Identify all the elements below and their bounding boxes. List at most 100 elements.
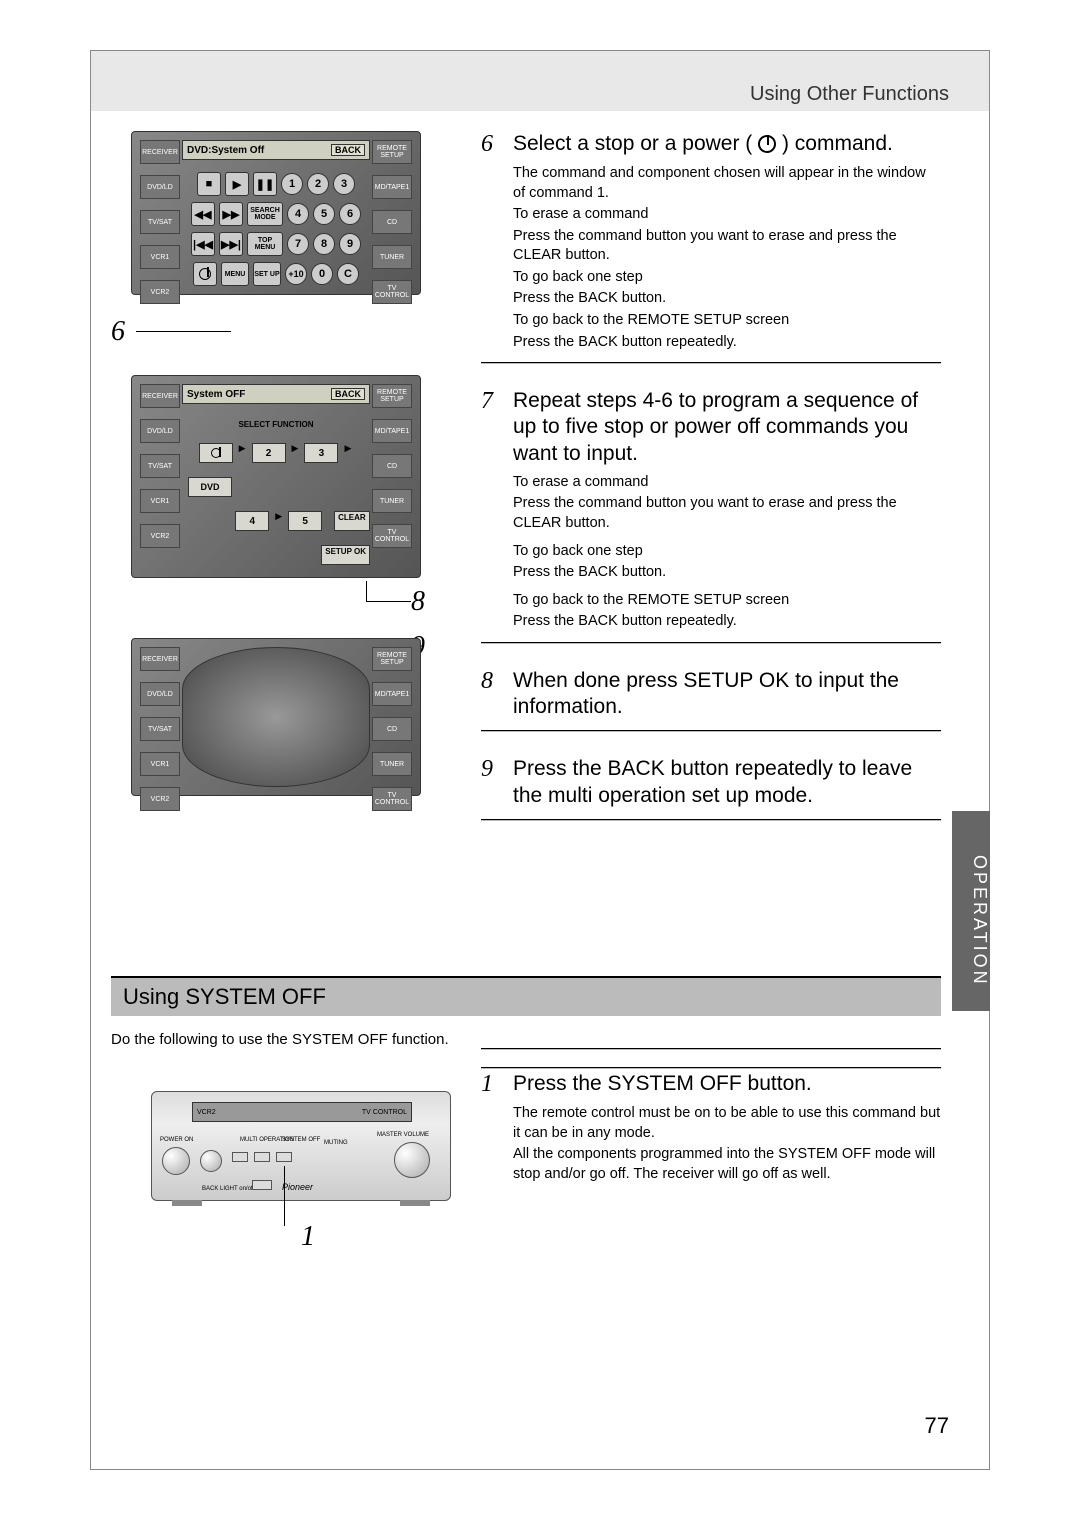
slot-2[interactable]: 2 xyxy=(252,443,286,463)
brand-label: Pioneer xyxy=(282,1182,313,1192)
pause-icon[interactable]: ❚❚ xyxy=(253,172,277,196)
s6-title-b: ) command. xyxy=(782,132,893,155)
s6-b1: To erase a command xyxy=(513,205,941,225)
next-track-icon[interactable]: ▶▶| xyxy=(219,232,243,256)
p2-l3: VCR1 xyxy=(140,489,180,513)
panel2-left-labels: RECEIVER DVD/LD TV/SAT VCR1 VCR2 xyxy=(140,384,180,548)
num-2[interactable]: 2 xyxy=(307,173,329,195)
divider xyxy=(481,730,941,732)
step-9: 9 Press the BACK button repeatedly to le… xyxy=(481,756,941,821)
prev-track-icon[interactable]: |◀◀ xyxy=(191,232,215,256)
clear-button[interactable]: CLEAR xyxy=(334,511,370,531)
play-icon[interactable]: ▶ xyxy=(225,172,249,196)
num-6[interactable]: 6 xyxy=(339,203,361,225)
receiver-buttons xyxy=(232,1152,292,1162)
divider-top xyxy=(481,1048,941,1050)
p2-row-top: ▶ 2▶ 3▶ xyxy=(182,443,370,463)
panel3-right-labels: REMOTE SETUP MD/TAPE1 CD TUNER TV CONTRO… xyxy=(372,647,412,811)
stop-icon[interactable]: ■ xyxy=(197,172,221,196)
small-knob[interactable] xyxy=(200,1150,222,1172)
setup-button[interactable]: SET UP xyxy=(253,262,281,286)
num-0[interactable]: 0 xyxy=(311,263,333,285)
menu-button[interactable]: MENU xyxy=(221,262,249,286)
p3-r0: REMOTE SETUP xyxy=(372,647,412,671)
step-6-title: Select a stop or a power ( ) command. xyxy=(513,131,893,157)
setup-ok-button[interactable]: SETUP OK xyxy=(321,545,370,565)
step-7-body: To erase a command Press the command but… xyxy=(513,473,941,632)
num-9[interactable]: 9 xyxy=(339,233,361,255)
plus-10[interactable]: +10 xyxy=(285,263,307,285)
step-7-title: Repeat steps 4-6 to program a sequence o… xyxy=(513,388,941,467)
p3-r4: TV CONTROL xyxy=(372,787,412,811)
s7-b3: Press the BACK button. xyxy=(513,563,941,583)
muting-button[interactable] xyxy=(276,1152,292,1162)
num-7[interactable]: 7 xyxy=(287,233,309,255)
power-icon[interactable] xyxy=(193,262,217,286)
s6-title-a: Select a stop or a power ( xyxy=(513,132,752,155)
slot-power[interactable] xyxy=(199,443,233,463)
system-off-button[interactable] xyxy=(254,1152,270,1162)
divider xyxy=(481,362,941,364)
label-mdtape: MD/TAPE1 xyxy=(372,175,412,199)
slot-3[interactable]: 3 xyxy=(304,443,338,463)
header-title: Using Other Functions xyxy=(750,83,949,106)
slot-4[interactable]: 4 xyxy=(235,511,269,531)
foot-l xyxy=(172,1200,202,1206)
top-menu-button[interactable]: TOP MENU xyxy=(247,232,283,256)
panel2-right-labels: REMOTE SETUP MD/TAPE1 CD TUNER TV CONTRO… xyxy=(372,384,412,548)
p3-r1: MD/TAPE1 xyxy=(372,682,412,706)
step-9-num: 9 xyxy=(481,756,503,783)
p2-r3: TUNER xyxy=(372,489,412,513)
back-button[interactable]: BACK xyxy=(331,144,365,156)
receiver-diagram: VCR2 TV CONTROL POWER ON MULTI OPERATION… xyxy=(151,1091,451,1201)
s7-b2: To go back one step xyxy=(513,542,941,562)
search-mode-button[interactable]: SEARCH MODE xyxy=(247,202,283,226)
remote-panel-3: RECEIVER DVD/LD TV/SAT VCR1 VCR2 REMOTE … xyxy=(131,638,421,796)
callout-8: 8 xyxy=(411,586,425,618)
step1-top-divider xyxy=(481,1067,941,1069)
muting-label: MUTING xyxy=(324,1140,348,1146)
foot-r xyxy=(400,1200,430,1206)
label-vcr1: VCR1 xyxy=(140,245,180,269)
p2-back-button[interactable]: BACK xyxy=(331,388,365,400)
p3-l3: VCR1 xyxy=(140,752,180,776)
label-remote-setup: REMOTE SETUP xyxy=(372,140,412,164)
p3-r3: TUNER xyxy=(372,752,412,776)
s7-b0: To erase a command xyxy=(513,473,941,493)
callout-6: 6 xyxy=(111,316,125,348)
volume-knob[interactable] xyxy=(394,1142,430,1178)
page-number: 77 xyxy=(925,1413,949,1439)
remote-panel-2: RECEIVER DVD/LD TV/SAT VCR1 VCR2 REMOTE … xyxy=(131,375,421,578)
multi-button[interactable] xyxy=(232,1152,248,1162)
num-5[interactable]: 5 xyxy=(313,203,335,225)
slot-5[interactable]: 5 xyxy=(288,511,322,531)
power-icon xyxy=(758,135,776,153)
dvd-label: DVD xyxy=(188,477,232,497)
divider xyxy=(481,642,941,644)
backlight-button[interactable] xyxy=(252,1180,272,1190)
ffwd-icon[interactable]: ▶▶ xyxy=(219,202,243,226)
header-bar: Using Other Functions xyxy=(91,51,989,111)
num-4[interactable]: 4 xyxy=(287,203,309,225)
panel1-left-labels: RECEIVER DVD/LD TV/SAT VCR1 VCR2 xyxy=(140,140,180,304)
clear-c[interactable]: C xyxy=(337,263,359,285)
lcd-left: VCR2 xyxy=(197,1109,216,1116)
left-column: RECEIVER DVD/LD TV/SAT VCR1 VCR2 REMOTE … xyxy=(131,131,451,816)
s6-b5: To go back to the REMOTE SETUP screen xyxy=(513,311,941,331)
p2-row-bot: SETUP OK xyxy=(182,545,370,565)
master-vol-label: MASTER VOLUME xyxy=(377,1132,429,1138)
s7-b1: Press the command button you want to era… xyxy=(513,494,941,533)
step-6-num: 6 xyxy=(481,131,503,158)
callout-6-line xyxy=(136,331,231,332)
s6-b0: The command and component chosen will ap… xyxy=(513,164,941,203)
right-column: 6 Select a stop or a power ( ) command. … xyxy=(481,131,941,845)
num-8[interactable]: 8 xyxy=(313,233,335,255)
num-3[interactable]: 3 xyxy=(333,173,355,195)
p2-l4: VCR2 xyxy=(140,524,180,548)
rewind-icon[interactable]: ◀◀ xyxy=(191,202,215,226)
step-1: 1 Press the SYSTEM OFF button. The remot… xyxy=(481,1071,941,1190)
power-knob[interactable] xyxy=(162,1147,190,1175)
label-tuner: TUNER xyxy=(372,245,412,269)
step-1-body: The remote control must be on to be able… xyxy=(513,1104,941,1184)
num-1[interactable]: 1 xyxy=(281,173,303,195)
